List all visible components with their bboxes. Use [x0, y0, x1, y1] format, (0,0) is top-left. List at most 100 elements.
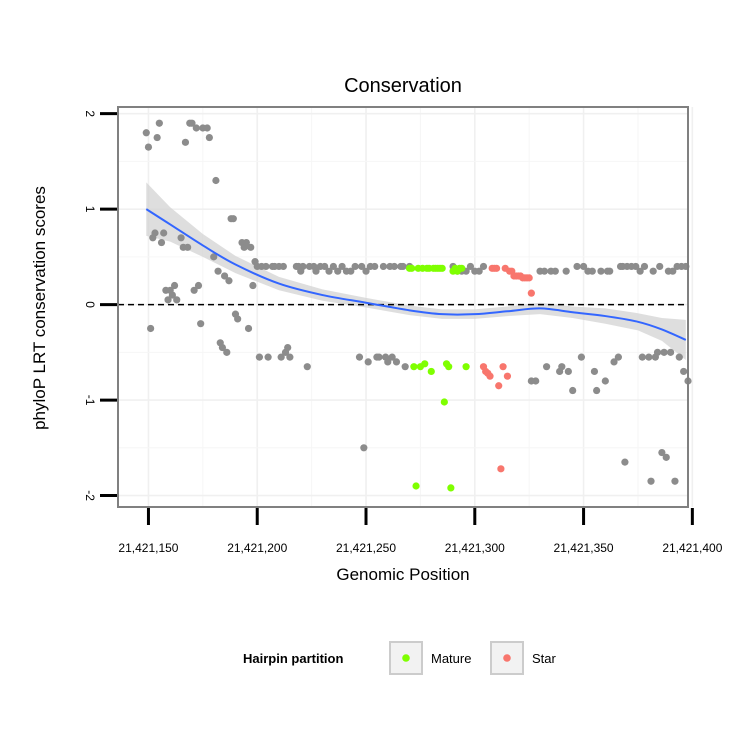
- point-other-77: [355, 353, 364, 361]
- point-other-71: [329, 262, 337, 271]
- point-other-106: [532, 377, 540, 385]
- point-other-42: [242, 238, 250, 247]
- point-star-7: [495, 382, 503, 390]
- point-other-117: [573, 262, 581, 271]
- point-mature-18: [445, 363, 453, 371]
- point-other-6: [155, 119, 163, 127]
- point-other-23: [194, 281, 203, 290]
- point-other-79: [360, 444, 368, 452]
- point-mature-15: [438, 264, 446, 272]
- point-mature-7: [421, 360, 429, 368]
- point-other-34: [223, 348, 231, 356]
- x-tick-label-3: 21,421,300: [445, 541, 505, 555]
- point-other-70: [325, 267, 333, 275]
- point-other-128: [610, 358, 618, 366]
- point-other-85: [375, 353, 383, 361]
- x-tick-label-4: 21,421,350: [554, 541, 614, 555]
- grid-lines: [118, 107, 694, 507]
- point-other-10: [164, 296, 172, 304]
- point-other-94: [399, 262, 407, 271]
- point-other-15: [177, 234, 185, 242]
- point-other-135: [632, 262, 640, 271]
- x-tick-label-0: 21,421,150: [118, 541, 178, 555]
- point-other-5: [153, 133, 161, 142]
- point-other-129: [614, 353, 622, 361]
- point-other-123: [593, 386, 601, 395]
- point-star-22: [527, 289, 535, 297]
- point-other-140: [647, 477, 655, 485]
- point-other-108: [540, 267, 549, 275]
- point-other-137: [638, 353, 646, 361]
- point-other-18: [184, 243, 192, 251]
- point-other-64: [303, 363, 311, 371]
- point-other-104: [479, 262, 488, 271]
- point-other-33: [221, 272, 229, 280]
- point-other-145: [658, 448, 666, 457]
- point-other-109: [542, 363, 551, 371]
- point-other-4: [151, 229, 159, 237]
- point-other-26: [203, 124, 211, 132]
- point-mature-3: [412, 482, 420, 490]
- point-other-69: [321, 262, 329, 271]
- point-other-75: [347, 267, 355, 275]
- point-other-132: [621, 458, 629, 466]
- point-other-24: [197, 320, 205, 328]
- point-other-115: [564, 367, 572, 376]
- point-mature-1: [408, 264, 416, 272]
- point-other-8: [160, 229, 168, 237]
- point-other-14: [173, 296, 181, 304]
- point-other-32: [218, 343, 227, 352]
- point-mature-24: [458, 264, 466, 272]
- point-mature-25: [462, 363, 470, 371]
- point-other-151: [671, 477, 679, 485]
- point-other-76: [351, 262, 359, 271]
- point-star-11: [503, 372, 512, 380]
- point-other-22: [192, 124, 200, 132]
- point-other-55: [277, 353, 285, 361]
- point-other-95: [401, 363, 409, 371]
- point-other-111: [551, 267, 559, 275]
- point-other-124: [597, 267, 605, 275]
- point-other-1: [144, 143, 153, 151]
- point-other-144: [656, 262, 664, 271]
- point-other-44: [247, 243, 255, 251]
- smooth-line: [145, 208, 687, 341]
- point-other-122: [590, 367, 599, 376]
- legend-label-star: Star: [532, 651, 557, 666]
- y-axis: -2 -1 0 1 2: [83, 110, 117, 501]
- point-other-136: [636, 267, 644, 275]
- point-other-103: [475, 267, 483, 275]
- point-other-0: [142, 129, 150, 137]
- point-other-153: [675, 353, 683, 361]
- point-other-27: [205, 133, 213, 142]
- point-star-6: [492, 264, 501, 272]
- point-other-149: [666, 348, 675, 356]
- point-other-127: [606, 267, 614, 275]
- point-other-121: [588, 267, 596, 275]
- point-other-125: [601, 377, 609, 385]
- y-tick-label-0: -2: [83, 490, 97, 501]
- chart-title: Conservation: [344, 75, 462, 97]
- point-other-80: [362, 267, 370, 275]
- point-other-2: [147, 324, 155, 333]
- smooth-curve: [145, 208, 687, 341]
- point-other-114: [562, 267, 570, 275]
- x-axis: 21,421,150 21,421,200 21,421,250 21,421,300…: [118, 508, 723, 555]
- point-other-20: [188, 119, 196, 127]
- point-other-92: [392, 358, 401, 366]
- x-tick-label-2: 21,421,250: [336, 541, 396, 555]
- point-other-35: [225, 277, 233, 285]
- point-other-48: [255, 353, 264, 361]
- y-axis-label: phyloP LRT conservation scores: [30, 186, 49, 430]
- y-tick-label-3: 1: [83, 206, 97, 213]
- point-other-43: [244, 324, 253, 333]
- point-other-72: [334, 267, 342, 275]
- point-mature-10: [427, 367, 435, 376]
- point-other-147: [662, 453, 670, 461]
- point-other-59: [286, 353, 294, 361]
- point-other-45: [249, 281, 257, 290]
- data-points: [142, 119, 692, 492]
- legend-swatch-star: [503, 654, 511, 662]
- point-other-78: [358, 262, 366, 271]
- legend-title: Hairpin partition: [243, 651, 343, 666]
